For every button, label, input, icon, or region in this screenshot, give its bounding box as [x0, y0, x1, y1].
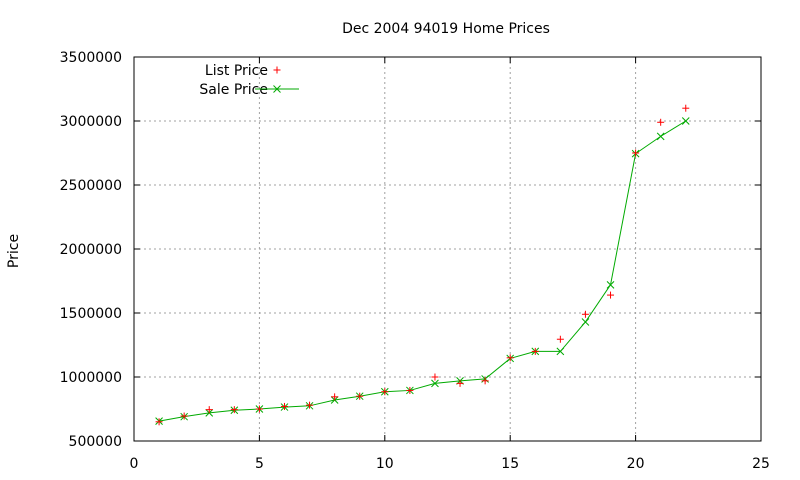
sale-price-line — [158, 120, 687, 422]
cross-b — [431, 379, 439, 388]
axis-ticks: 0 5 10 15 20 25 500000 1000000 1500000 2000000 250… — [60, 50, 770, 472]
legend: List Price Sale Price — [199, 63, 299, 98]
sale-price-point — [556, 347, 565, 356]
sale-price-point — [656, 132, 665, 141]
legend-label-list-price: List Price — [205, 63, 268, 79]
y-axis-label: Price — [6, 234, 22, 268]
x-tick-label: 0 — [130, 456, 139, 472]
list-price-point — [431, 373, 439, 381]
x-tick-label: 20 — [627, 456, 645, 472]
list-price-point — [531, 347, 539, 355]
list-price-point — [682, 104, 690, 112]
y-tick-label: 500000 — [69, 434, 122, 450]
list-price-point — [581, 310, 589, 318]
grid-lines — [134, 57, 761, 441]
x-tick-label: 5 — [255, 456, 264, 472]
list-price-point — [306, 401, 314, 409]
list-price-point — [506, 354, 514, 362]
list-price-point — [331, 393, 339, 401]
list-price-point — [406, 386, 414, 394]
list-price-point — [205, 406, 213, 414]
plot-frame — [133, 56, 762, 442]
list-price-point — [230, 406, 238, 414]
sale-price-point — [606, 280, 615, 289]
list-price-point — [556, 335, 564, 343]
y-tick-label: 1500000 — [60, 306, 122, 322]
y-tick-label: 3000000 — [60, 114, 122, 130]
cross-b — [656, 132, 665, 141]
chart-title: Dec 2004 94019 Home Prices — [342, 21, 550, 37]
cross-b — [556, 347, 565, 356]
legend-marks — [255, 66, 299, 93]
y-tick-label: 3500000 — [60, 50, 122, 66]
list-price-point — [255, 405, 263, 413]
list-price-point — [632, 149, 640, 157]
sale-price-point — [431, 379, 439, 388]
sale-price-point — [581, 318, 590, 326]
cross-b — [681, 117, 690, 125]
cross-b — [273, 85, 281, 93]
list-price-point — [356, 392, 364, 400]
series-layer — [155, 104, 690, 426]
legend-sample-list-price — [273, 66, 281, 74]
list-price-point — [456, 379, 464, 387]
list-price-point — [607, 291, 615, 299]
list-price-point — [155, 418, 163, 426]
sale-price-point — [681, 117, 690, 125]
legend-sample-sale-price-marker — [273, 85, 281, 93]
y-tick-label: 1000000 — [60, 370, 122, 386]
y-tick-label: 2000000 — [60, 242, 122, 258]
cross-b — [606, 280, 615, 289]
list-price-point — [280, 402, 288, 410]
legend-label-sale-price: Sale Price — [199, 82, 268, 98]
x-tick-label: 25 — [752, 456, 770, 472]
list-price-point — [657, 118, 665, 126]
cross-b — [581, 318, 590, 326]
x-tick-label: 15 — [501, 456, 519, 472]
list-price-point — [381, 388, 389, 396]
y-tick-label: 2500000 — [60, 178, 122, 194]
list-price-point — [481, 377, 489, 385]
x-tick-label: 10 — [376, 456, 394, 472]
list-price-point — [180, 412, 188, 420]
